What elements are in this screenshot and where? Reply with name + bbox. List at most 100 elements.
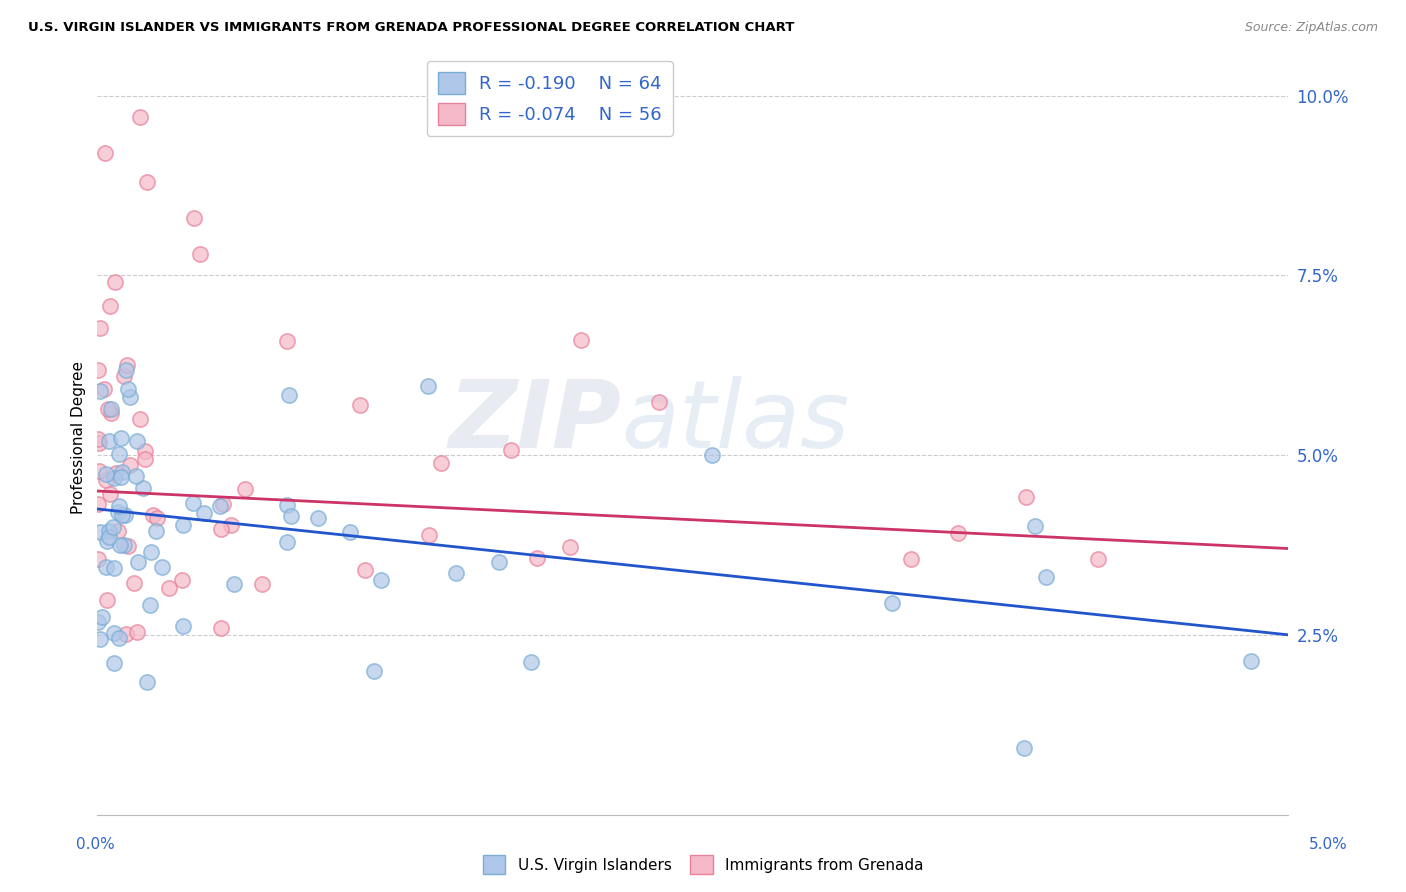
Point (105, 466, 128, 480)
Point (98, 487, 121, 501)
Point (98, 524, 121, 539)
Point (1240, 654, 1263, 668)
Point (172, 573, 194, 587)
Point (1015, 490, 1038, 504)
Point (94, 467, 117, 481)
Point (370, 573, 392, 587)
Point (117, 382, 139, 396)
Point (120, 390, 142, 404)
Point (181, 496, 204, 510)
Point (416, 379, 439, 393)
Point (136, 175, 159, 189)
Point (86, 363, 108, 377)
Point (122, 576, 145, 591)
Point (252, 576, 274, 591)
Point (209, 522, 232, 536)
Point (569, 334, 592, 348)
Point (444, 566, 467, 580)
Point (558, 540, 581, 554)
Point (193, 506, 215, 520)
Point (89, 524, 111, 539)
Point (278, 388, 301, 402)
Point (125, 434, 148, 449)
Point (418, 528, 440, 542)
Text: 0.0%: 0.0% (76, 838, 115, 852)
Point (97, 402, 120, 417)
Point (157, 581, 180, 595)
Point (520, 655, 543, 669)
Legend: R = -0.190    N = 64, R = -0.074    N = 56: R = -0.190 N = 64, R = -0.074 N = 56 (427, 61, 672, 136)
Point (501, 442, 523, 457)
Point (89, 464, 111, 478)
Point (188, 246, 211, 260)
Point (141, 545, 163, 559)
Point (183, 211, 205, 225)
Point (145, 524, 167, 538)
Point (103, 656, 125, 670)
Point (219, 517, 242, 532)
Point (880, 596, 903, 610)
Point (112, 537, 135, 551)
Legend: U.S. Virgin Islanders, Immigrants from Grenada: U.S. Virgin Islanders, Immigrants from G… (477, 849, 929, 880)
Point (235, 483, 257, 497)
Point (100, 401, 122, 416)
Point (108, 499, 131, 513)
Point (648, 394, 671, 409)
Text: U.S. VIRGIN ISLANDER VS IMMIGRANTS FROM GRENADA PROFESSIONAL DEGREE CORRELATION : U.S. VIRGIN ISLANDER VS IMMIGRANTS FROM … (28, 21, 794, 34)
Point (172, 619, 194, 633)
Point (98, 299, 121, 313)
Point (87, 615, 110, 630)
Point (135, 675, 157, 690)
Point (108, 631, 131, 645)
Point (97, 434, 120, 448)
Text: 5.0%: 5.0% (1309, 838, 1348, 852)
Point (96, 534, 118, 549)
Point (103, 626, 125, 640)
Point (118, 458, 141, 473)
Point (94, 146, 117, 161)
Point (1035, 570, 1057, 584)
Point (100, 406, 122, 420)
Point (900, 552, 922, 566)
Point (142, 508, 165, 522)
Text: ZIP: ZIP (449, 376, 621, 468)
Point (114, 627, 136, 641)
Point (129, 411, 152, 425)
Point (110, 431, 132, 445)
Point (339, 524, 361, 539)
Point (108, 538, 131, 552)
Point (1012, 740, 1035, 755)
Point (111, 508, 134, 523)
Point (349, 399, 371, 413)
Point (127, 555, 149, 569)
Point (212, 497, 235, 511)
Point (96, 593, 118, 607)
Point (948, 525, 970, 540)
Point (209, 499, 232, 513)
Point (94, 559, 117, 574)
Point (488, 555, 510, 569)
Text: Source: ZipAtlas.com: Source: ZipAtlas.com (1244, 21, 1378, 34)
Point (280, 508, 302, 523)
Point (87, 552, 110, 566)
Point (526, 551, 548, 566)
Point (103, 561, 125, 575)
Point (115, 358, 138, 372)
Point (150, 560, 173, 574)
Point (172, 517, 194, 532)
Point (107, 524, 129, 538)
Point (276, 535, 298, 549)
Point (1024, 519, 1046, 533)
Point (104, 276, 127, 290)
Point (97, 531, 120, 545)
Point (117, 539, 139, 553)
Text: atlas: atlas (621, 376, 849, 467)
Point (276, 334, 298, 348)
Point (700, 448, 723, 462)
Point (89, 632, 111, 646)
Point (93, 382, 115, 396)
Point (101, 520, 124, 534)
Point (276, 498, 298, 512)
Point (363, 665, 385, 679)
Point (89, 320, 111, 334)
